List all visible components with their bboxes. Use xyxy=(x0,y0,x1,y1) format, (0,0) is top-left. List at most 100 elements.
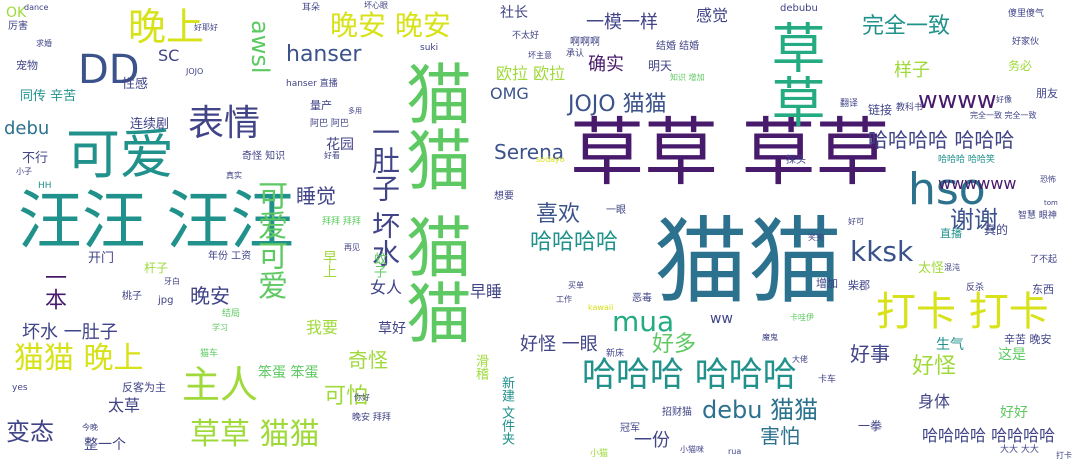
word: 害怕 xyxy=(760,424,800,448)
word: 哈哈哈哈 哈哈哈 xyxy=(868,128,1015,152)
word: kksk xyxy=(850,235,914,268)
word: 同传 辛苦 xyxy=(20,89,77,104)
word: 今晚 xyxy=(82,423,98,432)
word: 智慧 眼神 xyxy=(1018,211,1057,221)
word: 傻里傻气 xyxy=(1008,9,1045,19)
word: DD xyxy=(78,47,140,93)
word: 再见 xyxy=(344,243,360,252)
word: ww xyxy=(710,311,733,327)
word: 草好 xyxy=(378,321,406,337)
word: 翻译 xyxy=(840,99,859,109)
word: 晚安 拜拜 xyxy=(352,413,391,423)
word: 工作 xyxy=(556,295,572,304)
word: 恐怖 xyxy=(1040,175,1056,184)
word: 晚安 晚安 xyxy=(330,9,451,42)
word: 东西 xyxy=(1032,283,1054,296)
word: 好耶好 xyxy=(194,23,218,32)
word: 探头 xyxy=(786,155,806,166)
word: 知识 增加 xyxy=(670,73,705,82)
word: 好怪 xyxy=(912,354,957,379)
word: 一拳 xyxy=(858,419,883,433)
word: 坏主意 xyxy=(528,51,552,60)
word: 耳朵 xyxy=(302,3,321,13)
word: 务必 xyxy=(1008,59,1033,73)
word: 一眼 xyxy=(606,205,626,216)
word: hanser xyxy=(286,42,362,67)
word: 哈哈哈 哈哈哈 xyxy=(582,355,797,395)
word: 滑稽 xyxy=(473,354,488,380)
word: 社长 xyxy=(500,5,528,21)
word: debu xyxy=(4,118,50,139)
word: 招财猫 xyxy=(662,407,692,418)
word: 样子 xyxy=(894,60,930,81)
word: 好家伙 xyxy=(1012,37,1040,47)
word: 桃子 xyxy=(122,291,142,302)
word: wwww xyxy=(918,86,997,114)
word: hso xyxy=(908,164,986,215)
word: 猫猫 猫猫 xyxy=(395,60,472,345)
word: 坏水 一肚子 xyxy=(22,322,118,343)
word: 蚊子 xyxy=(371,252,386,278)
word: 你好 xyxy=(354,393,370,402)
word: 太草 xyxy=(108,396,141,415)
word: 结局 xyxy=(222,309,241,319)
word: 奇怪 xyxy=(348,348,388,372)
word: dance xyxy=(24,3,49,12)
word: JOJO 猫猫 xyxy=(568,92,667,117)
word: 草草 草草 xyxy=(570,110,890,196)
word: 牙白 xyxy=(164,277,180,286)
word: 不太好 xyxy=(512,31,540,41)
word: 笑笑 xyxy=(808,233,824,242)
word: SC xyxy=(158,46,180,65)
word: 增加 xyxy=(816,277,838,290)
word: 卡哇伊 xyxy=(790,313,814,322)
word: HH xyxy=(38,181,52,191)
word: 求婚 xyxy=(36,39,52,48)
word: 欧拉 欧拉 xyxy=(496,64,566,83)
word: 草草 xyxy=(762,20,825,128)
word: 表情 xyxy=(188,103,261,144)
word: 反杀 xyxy=(966,283,985,293)
word: 早睡 xyxy=(470,282,503,301)
word: OMG xyxy=(490,84,529,103)
word: 可怕 xyxy=(324,384,369,409)
word: mua xyxy=(612,305,675,338)
word: 新床 xyxy=(606,349,625,359)
word: 猫车 xyxy=(200,349,219,359)
word: 大大 大大 xyxy=(1000,445,1039,455)
word: 性感 xyxy=(122,77,149,92)
word: jpg xyxy=(158,295,174,306)
word: kawaii xyxy=(588,303,614,312)
word: 大佬 xyxy=(792,355,808,364)
word: 年份 工资 xyxy=(208,251,252,262)
word: 奇怪 知识 xyxy=(242,151,286,162)
word: 不行 xyxy=(22,151,49,166)
word: 杆子 xyxy=(144,261,169,275)
word: rua xyxy=(728,447,742,456)
word: 晚上 xyxy=(128,5,205,49)
word: 了不起 xyxy=(1030,255,1058,265)
word: 柴郡 xyxy=(848,279,870,292)
word: 打卡 xyxy=(1056,451,1072,460)
word: 混沌 xyxy=(944,263,960,272)
word: 这是 xyxy=(998,347,1026,363)
word: 可爱 xyxy=(66,123,174,186)
word: 好多 xyxy=(652,332,697,357)
word: 感觉 xyxy=(696,6,729,25)
word: 完全一致 完全一致 xyxy=(970,111,1037,120)
word: 反客为主 xyxy=(122,381,166,394)
word: 魔鬼 xyxy=(762,333,778,342)
word: 厉害 xyxy=(8,21,28,32)
word: 阿巴 阿巴 xyxy=(310,119,349,129)
word: 结婚 结婚 xyxy=(656,41,700,52)
word: JOJO xyxy=(186,67,204,76)
word: 连续剧 xyxy=(130,117,170,132)
word: 整一个 xyxy=(84,437,126,453)
word: 教科书 xyxy=(896,103,924,113)
word: 啊啊啊 xyxy=(570,37,600,48)
word: 好可 xyxy=(848,217,864,226)
word: 哈哈哈哈 哈哈哈哈 xyxy=(922,426,1056,445)
word: 哈哈哈 哈哈笑 xyxy=(938,155,995,165)
word: 真的 xyxy=(984,223,1009,237)
word: 主人 xyxy=(182,363,259,407)
